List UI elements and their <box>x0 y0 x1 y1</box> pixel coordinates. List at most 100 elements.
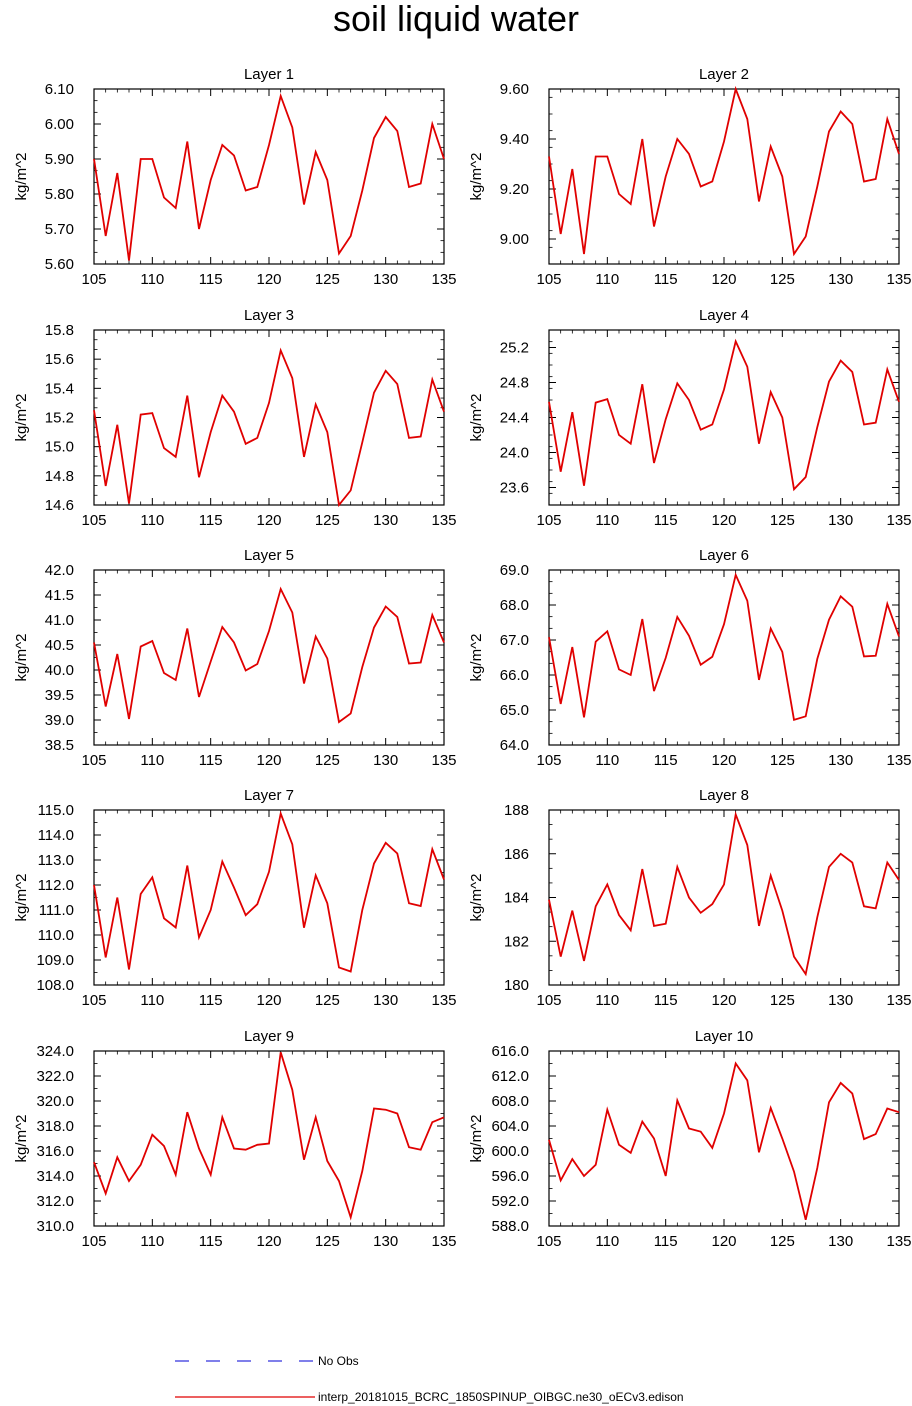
y-tick-label: 115.0 <box>38 802 74 819</box>
panel-layer-10: Layer 10 kg/m^2 105 110 115 120 125 130 135 588.0… <box>468 1028 912 1250</box>
x-tick-label: 125 <box>770 992 795 1009</box>
y-tick-label: 40.0 <box>45 662 74 679</box>
y-tick-label: 316.0 <box>36 1143 74 1160</box>
y-tick-label: 5.80 <box>45 186 74 203</box>
x-tick-label: 125 <box>315 1233 340 1250</box>
y-axis-label: kg/m^2 <box>468 1115 485 1163</box>
y-tick-label: 113.0 <box>38 852 74 869</box>
x-tick-label: 130 <box>373 271 398 288</box>
y-tick-label: 25.2 <box>500 340 529 357</box>
y-tick-label: 66.0 <box>500 667 529 684</box>
panel-layer-8: Layer 8 kg/m^2 105 110 115 120 125 130 135 180 182… <box>468 787 912 1009</box>
series-line <box>93 92 445 261</box>
x-tick-label: 115 <box>654 271 678 288</box>
x-tick-label: 125 <box>770 752 795 769</box>
panel-layer-5: Layer 5 kg/m^2 105 110 115 120 125 130 135 38.5 39… <box>13 547 457 769</box>
y-axis-label: kg/m^2 <box>468 394 485 442</box>
y-tick-label: 6.10 <box>45 81 74 98</box>
x-tick-label: 125 <box>315 271 340 288</box>
y-tick-label: 39.0 <box>45 712 74 729</box>
y-tick-label: 65.0 <box>500 702 529 719</box>
y-tick-label: 5.70 <box>45 221 74 238</box>
panel-layer-6: Layer 6 kg/m^2 105 110 115 120 125 130 135 64.0 65… <box>468 547 912 769</box>
y-tick-label: 592.0 <box>491 1193 529 1210</box>
y-tick-label: 67.0 <box>500 632 529 649</box>
x-tick-label: 135 <box>886 512 911 529</box>
panel-title: Layer 9 <box>244 1028 294 1045</box>
y-tick-label: 15.6 <box>45 351 74 368</box>
figure-title: soil liquid water <box>332 0 580 39</box>
x-tick-label: 125 <box>770 271 795 288</box>
y-tick-label: 108.0 <box>36 977 74 994</box>
x-tick-label: 120 <box>711 1233 736 1250</box>
y-tick-label: 39.5 <box>45 687 74 704</box>
legend-model-label: interp_20181015_BCRC_1850SPINUP_OIBGC.ne… <box>318 1390 684 1404</box>
y-tick-label: 110.0 <box>38 927 74 944</box>
x-tick-label: 120 <box>256 1233 281 1250</box>
x-tick-label: 110 <box>595 271 619 288</box>
y-tick-label: 9.60 <box>500 81 529 98</box>
y-tick-label: 180 <box>504 977 529 994</box>
y-tick-label: 9.00 <box>500 231 529 248</box>
x-tick-label: 110 <box>595 752 619 769</box>
x-tick-label: 120 <box>711 752 736 769</box>
x-tick-label: 135 <box>886 992 911 1009</box>
y-tick-label: 608.0 <box>491 1093 529 1110</box>
y-axis-label: kg/m^2 <box>468 874 485 922</box>
y-tick-label: 23.6 <box>500 480 529 497</box>
y-tick-label: 114.0 <box>38 827 74 844</box>
y-tick-label: 15.8 <box>45 322 74 339</box>
x-tick-label: 130 <box>828 512 853 529</box>
x-tick-label: 125 <box>770 512 795 529</box>
y-tick-label: 9.20 <box>500 181 529 198</box>
x-tick-label: 115 <box>199 992 223 1009</box>
panel-title: Layer 6 <box>699 547 749 564</box>
panel-title: Layer 3 <box>244 307 294 324</box>
y-tick-label: 588.0 <box>491 1218 529 1235</box>
panel-title: Layer 1 <box>244 66 294 83</box>
x-tick-label: 115 <box>199 752 223 769</box>
panel-layer-7: Layer 7 kg/m^2 105 110 115 120 125 130 135 108.0 1… <box>13 787 457 1009</box>
series-line <box>93 810 445 973</box>
x-tick-label: 135 <box>431 992 456 1009</box>
y-tick-label: 14.8 <box>45 468 74 485</box>
x-tick-label: 105 <box>81 512 106 529</box>
panel-title: Layer 5 <box>244 547 294 564</box>
x-tick-label: 105 <box>81 271 106 288</box>
x-tick-label: 115 <box>199 1233 223 1250</box>
y-tick-label: 112.0 <box>38 877 74 894</box>
series-line <box>548 1061 900 1221</box>
y-tick-label: 41.0 <box>45 612 74 629</box>
y-tick-label: 38.5 <box>45 737 74 754</box>
x-tick-label: 110 <box>140 512 164 529</box>
x-tick-label: 130 <box>828 992 853 1009</box>
panel-layer-3: Layer 3 kg/m^2 105 110 115 120 125 130 135 14.6 14… <box>13 307 457 529</box>
y-tick-label: 15.4 <box>45 380 74 397</box>
y-tick-label: 64.0 <box>500 737 529 754</box>
y-tick-label: 24.8 <box>500 375 529 392</box>
x-tick-label: 105 <box>536 512 561 529</box>
x-tick-label: 110 <box>140 992 164 1009</box>
x-tick-label: 120 <box>711 271 736 288</box>
x-tick-label: 125 <box>315 512 340 529</box>
series-line <box>548 572 900 721</box>
x-tick-label: 120 <box>711 512 736 529</box>
x-tick-label: 110 <box>140 271 164 288</box>
x-tick-label: 135 <box>886 752 911 769</box>
panel-title: Layer 4 <box>699 307 749 324</box>
y-tick-label: 68.0 <box>500 597 529 614</box>
x-tick-label: 135 <box>431 1233 456 1250</box>
y-axis-label: kg/m^2 <box>13 153 30 201</box>
y-tick-label: 324.0 <box>36 1043 74 1060</box>
x-tick-label: 130 <box>828 1233 853 1250</box>
x-tick-label: 105 <box>536 271 561 288</box>
x-tick-label: 115 <box>654 752 678 769</box>
x-tick-label: 105 <box>536 752 561 769</box>
y-tick-label: 9.40 <box>500 131 529 148</box>
y-tick-label: 310.0 <box>36 1218 74 1235</box>
x-tick-label: 120 <box>256 992 281 1009</box>
y-tick-label: 5.60 <box>45 256 74 273</box>
y-tick-label: 612.0 <box>491 1068 529 1085</box>
